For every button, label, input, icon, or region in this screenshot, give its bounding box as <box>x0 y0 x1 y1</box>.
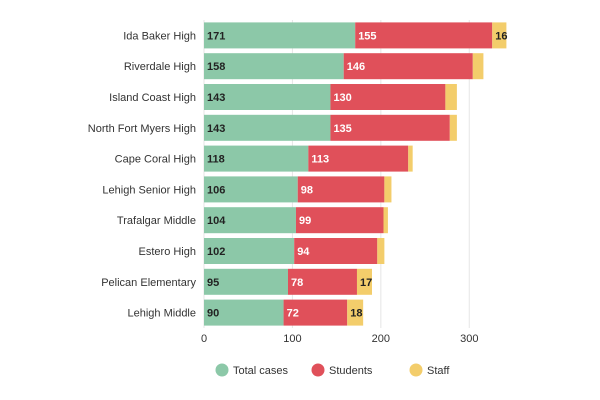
bar-value-label: 118 <box>207 154 225 166</box>
bar-segment-total-cases <box>204 22 356 49</box>
bar-value-label: 155 <box>358 30 376 42</box>
bar-segment-staff <box>377 238 385 264</box>
category-label: Trafalgar Middle <box>117 215 196 227</box>
category-label: Pelican Elementary <box>101 277 196 289</box>
bar-segment-students <box>295 207 384 234</box>
x-tick-label: 100 <box>283 333 301 345</box>
category-label: Ida Baker High <box>123 30 196 42</box>
bar-value-label: 99 <box>299 215 311 227</box>
bar-value-label: 17 <box>360 277 372 289</box>
bar-value-label: 98 <box>301 184 313 196</box>
legend-label: Staff <box>427 365 450 377</box>
bar-value-label: 78 <box>291 277 303 289</box>
bar-segment-total-cases <box>204 176 298 203</box>
bar-segment-students <box>288 268 357 295</box>
category-label: North Fort Myers High <box>88 123 196 135</box>
bar-segment-staff <box>383 207 388 234</box>
bar-value-label: 94 <box>297 246 310 258</box>
x-axis-ticks: 0 100 200 300 <box>201 333 479 345</box>
bar-value-label: 95 <box>207 277 219 289</box>
bar-value-label: 104 <box>207 215 226 227</box>
bar-value-label: 146 <box>347 61 365 73</box>
category-label: Estero High <box>139 246 196 258</box>
legend-swatch <box>409 363 423 377</box>
bar-segment-students <box>330 114 450 141</box>
category-labels: Ida Baker High Riverdale High Island Coast… <box>88 30 197 319</box>
x-tick-label: 0 <box>201 333 207 345</box>
bar-segment-staff <box>449 114 457 141</box>
bar-value-label: 106 <box>207 184 225 196</box>
bar-segment-staff <box>445 84 457 110</box>
bar-value-label: 143 <box>207 92 225 104</box>
legend-label: Students <box>329 365 373 377</box>
bar-segment-students <box>297 176 385 203</box>
bar-segment-students <box>343 53 473 80</box>
x-tick-label: 200 <box>372 333 390 345</box>
legend-label: Total cases <box>233 365 289 377</box>
bar-value-label: 143 <box>207 123 225 135</box>
bar-segment-staff <box>384 176 392 203</box>
bar-value-label: 171 <box>207 30 225 42</box>
bar-segment-students <box>308 145 409 172</box>
bar-segment-staff <box>347 299 364 326</box>
bar-value-label: 102 <box>207 246 225 258</box>
legend: Total cases Students Staff <box>215 363 450 377</box>
bar-value-label: 113 <box>311 154 329 166</box>
bar-value-label: 18 <box>350 308 362 320</box>
legend-swatch <box>215 363 229 377</box>
category-label: Lehigh Senior High <box>102 184 196 196</box>
bar-segment-total-cases <box>204 299 284 326</box>
x-tick-label: 300 <box>460 333 478 345</box>
bar-segment-total-cases <box>204 145 309 172</box>
bar-value-label: 16 <box>495 30 507 42</box>
bars: 171 155 16 158 146 143 130 143 135 118 113 106 98 104… <box>204 22 508 326</box>
category-label: Lehigh Middle <box>128 308 197 320</box>
category-label: Riverdale High <box>124 61 196 73</box>
bar-segment-total-cases <box>204 114 331 141</box>
bar-segment-total-cases <box>204 84 331 110</box>
bar-segment-total-cases <box>204 53 344 80</box>
bar-value-label: 158 <box>207 61 225 73</box>
bar-value-label: 130 <box>333 92 351 104</box>
bar-segment-staff <box>408 145 413 172</box>
bar-value-label: 72 <box>287 308 299 320</box>
legend-swatch <box>311 363 325 377</box>
bar-segment-staff <box>356 268 372 295</box>
bar-segment-students <box>330 84 446 110</box>
bar-segment-total-cases <box>204 268 288 295</box>
bar-segment-students <box>294 238 378 264</box>
category-label: Cape Coral High <box>115 154 196 166</box>
bar-segment-students <box>355 22 493 49</box>
bar-value-label: 135 <box>333 123 351 135</box>
bar-segment-staff <box>472 53 484 80</box>
category-label: Island Coast High <box>109 92 196 104</box>
bar-segment-total-cases <box>204 207 296 234</box>
bar-segment-staff <box>492 22 507 49</box>
bar-value-label: 90 <box>207 308 219 320</box>
bar-segment-total-cases <box>204 238 295 264</box>
bar-segment-students <box>283 299 348 326</box>
